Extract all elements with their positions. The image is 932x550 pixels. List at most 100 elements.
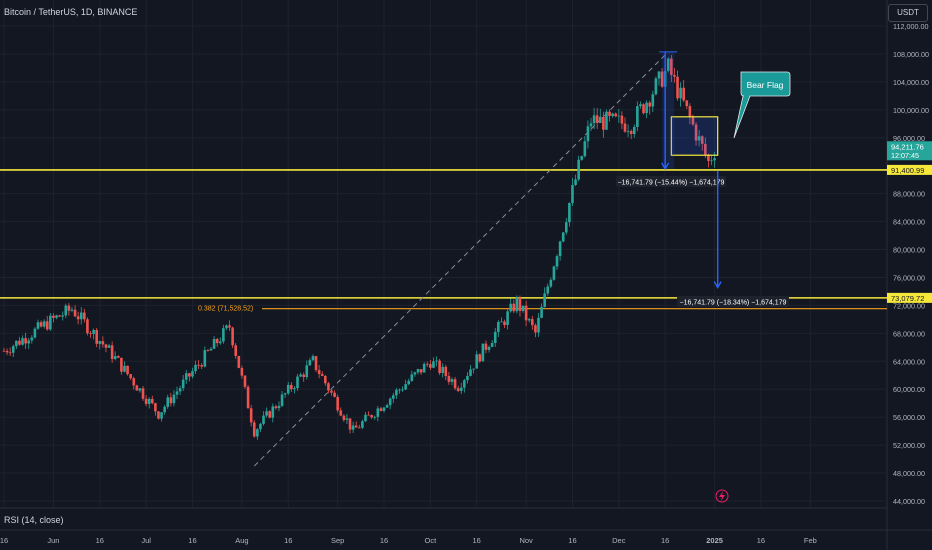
candle-body [435,360,438,362]
candle-body [11,346,15,353]
time-axis[interactable]: 16 Jun 16 Jul 16 Aug 16 Sep 16 Oct 16 Nov 16 Dec 16 202… [0,536,817,545]
candle-body [107,345,111,348]
lightning-bolt-icon [719,491,725,501]
candle-body [188,373,191,377]
candle-body [83,312,86,320]
candle-body [357,427,361,429]
price-tick-label: 88,000.00 [893,190,925,199]
candle-body [605,111,608,130]
candle-body [228,325,231,328]
time-tick-label: Feb [804,536,817,545]
candle-body [191,371,194,377]
candle-body [101,341,105,345]
price-axis[interactable]: 112,000.00 108,000.00 104,000.00 100,000.00… [887,22,932,506]
candle-body [549,279,553,287]
price-tick-label: 80,000.00 [893,246,925,255]
current-price-tag [887,141,932,161]
measure-tools: −16,741.79 (−15.44%) −1,674,179 −16,741.7… [616,51,789,307]
candle-body [129,374,132,379]
candle-body [676,76,679,99]
candle-body [509,303,512,312]
measure-label-box [677,296,789,307]
candle-body [561,232,565,242]
symbol-title[interactable]: Bitcoin / TetherUS, 1D, BINANCE [4,7,138,17]
price-tick-label: 52,000.00 [893,441,925,450]
candle-body [642,104,645,114]
candle-body [42,321,46,327]
candle-body [280,394,284,406]
bear-flag-drawing: Bear Flag [670,71,791,156]
candle-body [184,373,188,380]
candle-body [419,369,423,373]
candle-body [552,266,556,280]
candle-body [351,425,355,430]
price-tick-label: 108,000.00 [893,50,929,59]
measure-top-label: −16,741.79 (−15.44%) −1,674,179 [618,180,725,187]
candle-body [265,411,268,416]
time-tick-label: Oct [425,536,438,545]
candle-body [608,111,611,117]
candle-body [311,356,315,361]
horizontal-levels: 0.382 (71,528.52) [0,169,887,313]
candle-body [150,398,154,404]
candle-body [117,356,120,358]
measure-arrow-icon [661,162,670,171]
price-tick-label: 112,000.00 [893,22,928,31]
candle-body [237,355,241,368]
candle-body [135,385,139,391]
candle-body [249,408,253,423]
candle-body [2,350,6,352]
price-tick-label: 56,000.00 [893,413,925,422]
candle-body [259,423,262,430]
candle-body [376,408,380,417]
candle-body [231,327,234,346]
time-tick-label: 16 [96,536,104,545]
candle-body [651,94,655,107]
candle-body [324,375,327,384]
candle-body [379,408,383,411]
candle-body [206,350,210,351]
candle-body [166,397,170,407]
candle-body [290,384,293,390]
candle-body [18,340,21,345]
candle-body [586,126,590,142]
rsi-indicator-label[interactable]: RSI (14, close) [4,515,64,525]
candle-body [55,315,58,318]
candle-body [27,340,31,344]
candle-body [218,341,222,344]
candle-body [401,389,404,391]
candle-body [354,425,358,428]
candle-body [262,415,265,424]
candle-body [234,345,238,356]
candle-body [308,360,312,366]
candle-body [345,418,349,420]
candle-body [682,87,686,101]
time-tick-label: 16 [661,536,669,545]
candle-body [252,422,256,437]
candle-body [713,158,716,161]
lightning-icon [715,489,729,503]
time-tick-label: 16 [0,536,8,545]
candle-body [293,388,296,390]
currency-button[interactable]: USDT [888,4,928,22]
bear-flag-box [670,116,719,156]
candle-body [64,305,68,316]
candle-body [299,374,302,377]
level-tag-high [887,164,932,175]
candle-body [614,113,618,117]
candle-body [5,350,9,353]
candle-body [200,365,204,367]
time-tick-label: 16 [284,536,292,545]
candle-body [388,398,392,406]
candle-body [160,412,163,419]
candle-body [691,117,695,125]
candle-body [555,256,559,267]
candle-body [497,321,500,332]
price-tick-label: 84,000.00 [893,218,925,227]
candle-body [163,406,166,413]
candle-body [178,388,182,392]
candle-body [15,340,18,347]
candle-body [30,337,34,341]
